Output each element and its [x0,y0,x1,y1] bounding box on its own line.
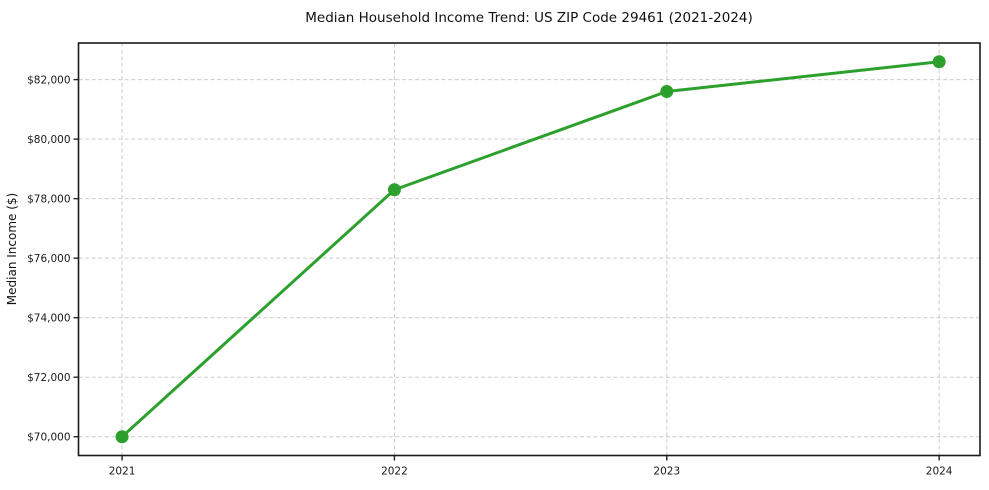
plot-border [77,42,981,457]
x-tick-label: 2024 [926,466,953,478]
plot-content: 2021 2022 2023 2024 $70,000 $72,000 $74,000 $76… [27,42,981,478]
y-tick-label: $72,000 [27,372,70,384]
x-tick-label: 2021 [109,466,136,478]
data-point [932,55,946,69]
data-point [660,85,674,99]
y-tick-label: $80,000 [27,134,70,146]
trend-line [120,60,941,439]
y-tick-label: $74,000 [27,313,70,325]
x-tick-label: 2022 [381,466,408,478]
data-point [115,430,129,444]
x-tick-label: 2023 [653,466,680,478]
y-tick-label: $70,000 [27,432,70,444]
data-point [387,183,401,197]
y-tick-label: $82,000 [27,74,70,86]
y-tick-label: $78,000 [27,193,70,205]
y-axis-label: Median Income ($) [5,193,19,305]
y-tick-label: $76,000 [27,253,70,265]
chart-title: Median Household Income Trend: US ZIP Co… [305,10,753,26]
